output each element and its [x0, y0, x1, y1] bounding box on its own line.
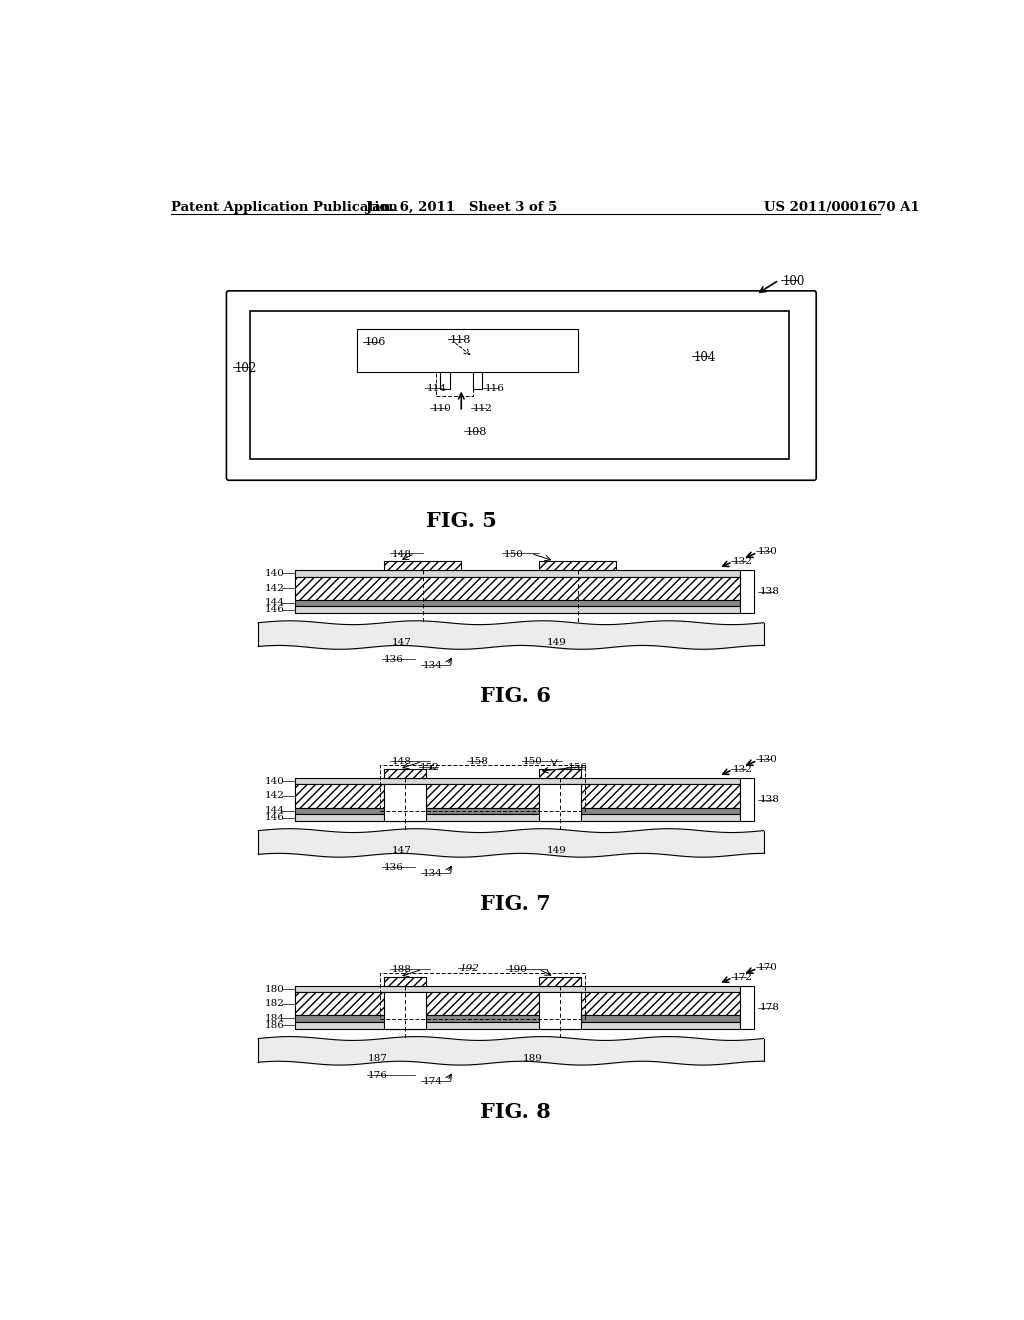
Text: 150: 150: [523, 758, 543, 767]
Text: FIG. 5: FIG. 5: [426, 511, 497, 531]
Bar: [295, 993, 384, 1015]
Bar: [426, 993, 539, 1015]
Bar: [539, 784, 582, 821]
Bar: [295, 1022, 740, 1030]
Text: FIG. 8: FIG. 8: [480, 1102, 551, 1122]
Bar: [539, 977, 582, 986]
Text: 146: 146: [265, 605, 285, 614]
Bar: [356, 330, 578, 372]
Text: 110: 110: [432, 404, 452, 413]
Text: 188: 188: [391, 965, 412, 974]
Text: Jan. 6, 2011   Sheet 3 of 5: Jan. 6, 2011 Sheet 3 of 5: [366, 201, 557, 214]
Text: 100: 100: [783, 276, 805, 289]
Text: 132: 132: [732, 557, 753, 566]
Text: 149: 149: [547, 846, 566, 855]
Text: US 2011/0001670 A1: US 2011/0001670 A1: [764, 201, 920, 214]
Bar: [582, 993, 740, 1015]
Bar: [295, 808, 740, 813]
Text: 190: 190: [508, 965, 527, 974]
Bar: [295, 813, 740, 821]
Text: 130: 130: [758, 755, 777, 764]
Text: 108: 108: [466, 428, 487, 437]
Bar: [539, 993, 582, 1030]
Text: 130: 130: [758, 548, 777, 556]
Text: 142: 142: [265, 583, 285, 593]
Bar: [295, 606, 740, 614]
Bar: [384, 977, 426, 986]
Text: 184: 184: [265, 1014, 285, 1023]
Text: 147: 147: [391, 638, 412, 647]
Bar: [440, 372, 450, 388]
Bar: [384, 784, 426, 821]
Text: 178: 178: [760, 1003, 779, 1012]
Bar: [295, 986, 740, 993]
Text: 138: 138: [760, 587, 779, 597]
Bar: [740, 570, 755, 614]
Text: 136: 136: [384, 655, 403, 664]
Bar: [295, 599, 740, 606]
Bar: [295, 570, 740, 577]
Text: 158: 158: [469, 758, 488, 767]
Text: 150: 150: [504, 549, 523, 558]
Bar: [295, 1015, 740, 1022]
Text: 102: 102: [234, 363, 256, 375]
Text: 138: 138: [760, 796, 779, 804]
Text: FIG. 6: FIG. 6: [480, 686, 551, 706]
Text: 152: 152: [420, 763, 440, 772]
Text: 186: 186: [265, 1020, 285, 1030]
Text: 132: 132: [732, 766, 753, 774]
Bar: [539, 770, 582, 779]
Bar: [740, 779, 755, 821]
Text: 144: 144: [265, 598, 285, 607]
Text: Patent Application Publication: Patent Application Publication: [171, 201, 397, 214]
Text: 116: 116: [484, 384, 505, 393]
Bar: [473, 372, 482, 388]
Text: 176: 176: [369, 1071, 388, 1080]
Bar: [295, 577, 740, 599]
Text: 134: 134: [423, 869, 442, 878]
Bar: [384, 770, 426, 779]
Text: 192: 192: [460, 964, 479, 973]
Text: 104: 104: [693, 351, 716, 364]
Bar: [380, 766, 586, 812]
Text: 148: 148: [391, 758, 412, 767]
Text: 118: 118: [450, 335, 471, 345]
Bar: [426, 784, 539, 808]
Text: 134: 134: [423, 661, 442, 671]
Text: 106: 106: [365, 337, 386, 347]
Text: 140: 140: [265, 777, 285, 785]
Text: 112: 112: [473, 404, 493, 413]
Bar: [295, 784, 384, 808]
Text: 182: 182: [265, 999, 285, 1008]
Text: 156: 156: [567, 763, 588, 772]
Text: 142: 142: [265, 792, 285, 800]
Bar: [295, 779, 740, 784]
Bar: [740, 986, 755, 1030]
Bar: [380, 973, 586, 1019]
Text: 180: 180: [265, 985, 285, 994]
Text: 140: 140: [265, 569, 285, 578]
Bar: [384, 561, 461, 570]
Text: 146: 146: [265, 813, 285, 822]
Bar: [539, 561, 616, 570]
Text: 144: 144: [265, 807, 285, 814]
Text: 189: 189: [523, 1053, 543, 1063]
Text: 174: 174: [423, 1077, 442, 1086]
Text: 136: 136: [384, 863, 403, 873]
Bar: [384, 993, 426, 1030]
Text: 147: 147: [391, 846, 412, 855]
Text: 172: 172: [732, 973, 753, 982]
Text: FIG. 7: FIG. 7: [480, 894, 551, 913]
Text: 170: 170: [758, 964, 777, 972]
Text: 187: 187: [369, 1053, 388, 1063]
Bar: [251, 312, 790, 459]
Text: 149: 149: [547, 638, 566, 647]
Text: 114: 114: [426, 384, 446, 393]
Bar: [582, 784, 740, 808]
Bar: [435, 372, 473, 396]
Text: 148: 148: [391, 549, 412, 558]
